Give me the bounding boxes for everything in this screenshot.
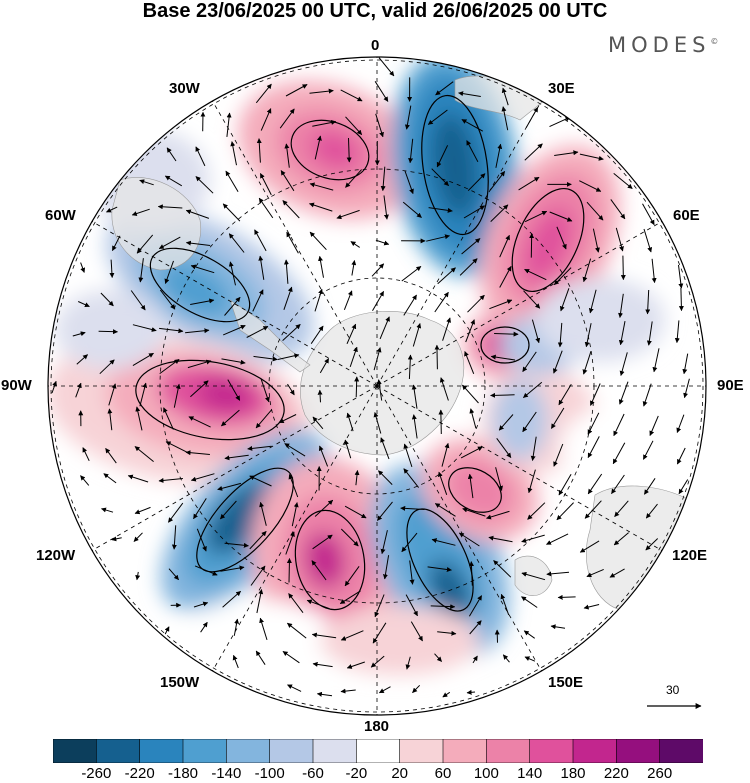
lon-label-30w: 30W	[169, 80, 200, 97]
colorbar-label: -140	[211, 765, 242, 782]
wind-vectors	[51, 57, 690, 698]
colorbar-label: 60	[434, 765, 452, 782]
map-boundary	[47, 56, 707, 716]
colorbar	[53, 739, 703, 763]
map-title: Base 23/06/2025 00 UTC, valid 26/06/2025…	[142, 0, 608, 22]
lon-label-90e: 90E	[717, 377, 744, 394]
reference-vector-arrow	[647, 703, 702, 709]
lon-label-150w: 150W	[160, 674, 200, 691]
colorbar-label: 100	[473, 765, 499, 782]
lon-label-0: 0	[371, 37, 380, 54]
lon-label-30e: 30E	[548, 80, 575, 97]
modes-logo: MODES©	[608, 33, 719, 57]
colorbar-label: -180	[167, 765, 199, 782]
colorbar-label: 140	[517, 765, 543, 782]
lon-label-150e: 150E	[548, 674, 584, 691]
colorbar-label: 180	[560, 765, 586, 782]
colorbar-label: 20	[391, 765, 408, 782]
graticule	[48, 57, 706, 715]
lon-label-60e: 60E	[673, 207, 700, 224]
lon-label-120w: 120W	[36, 547, 76, 564]
colorbar-label: -220	[124, 765, 155, 782]
lon-label-180: 180	[364, 718, 390, 735]
lon-label-120e: 120E	[672, 547, 708, 564]
colorbar-label: 220	[603, 765, 629, 782]
lon-label-60w: 60W	[45, 207, 76, 224]
colorbar-label: -20	[345, 765, 368, 782]
colorbar-label: 260	[647, 765, 673, 782]
colorbar-label: -100	[254, 765, 285, 782]
reference-vector-label: 30	[666, 683, 680, 697]
colorbar-label: -260	[81, 765, 112, 782]
colorbar-label: -60	[302, 765, 324, 782]
lon-label-90w: 90W	[1, 377, 32, 394]
